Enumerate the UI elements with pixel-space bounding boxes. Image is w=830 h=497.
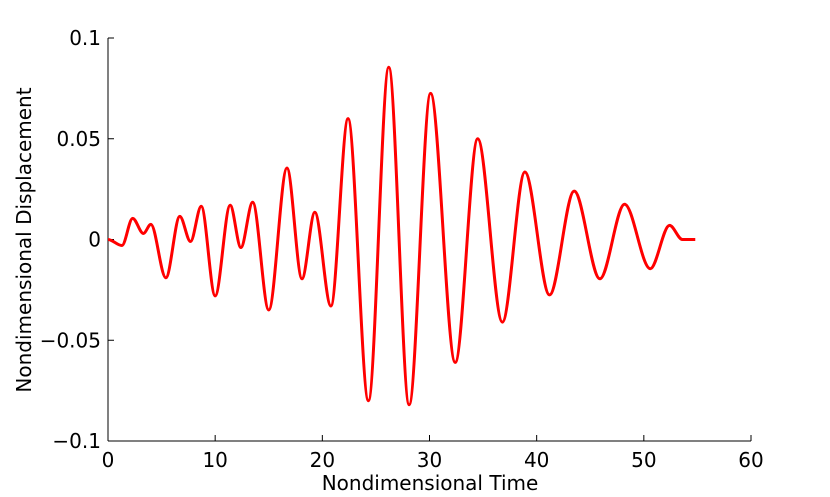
y-tick-label: −0.05 [40, 328, 101, 352]
y-tick-label: 0 [88, 228, 101, 252]
x-tick-label: 20 [310, 448, 335, 472]
x-tick-label: 10 [202, 448, 227, 472]
x-axis-label: Nondimensional Time [322, 471, 539, 495]
y-tick-label: −0.1 [52, 429, 101, 453]
y-axis-label: Nondimensional Displacement [12, 87, 36, 392]
x-tick-label: 0 [102, 448, 115, 472]
y-tick-label: 0.1 [69, 26, 101, 50]
data-line [107, 65, 696, 407]
x-tick-label: 30 [417, 448, 442, 472]
x-tick-label: 50 [631, 448, 656, 472]
x-tick-label: 60 [738, 448, 763, 472]
y-tick-label: 0.05 [56, 127, 101, 151]
x-tick-label: 40 [524, 448, 549, 472]
